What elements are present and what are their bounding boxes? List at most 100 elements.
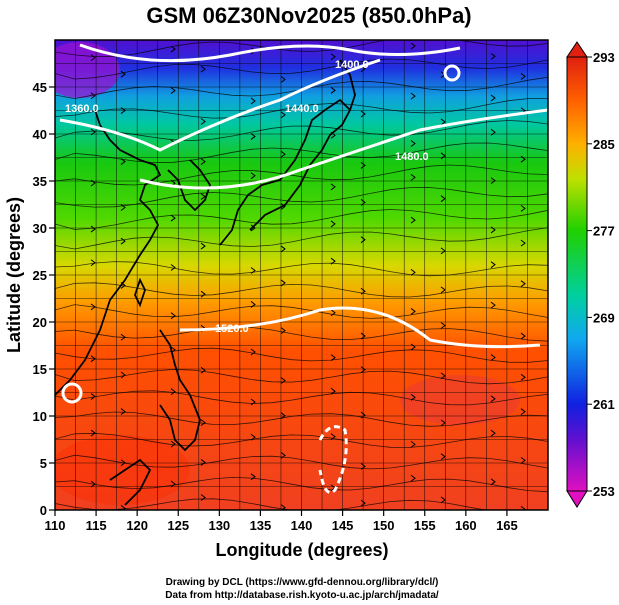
streamline bbox=[55, 164, 548, 186]
streamline-arrow bbox=[250, 473, 256, 481]
y-tick-label: 10 bbox=[33, 409, 47, 424]
coastline-korea bbox=[167, 159, 211, 212]
y-tick-label: 40 bbox=[33, 127, 47, 142]
y-axis-ticks: 0 5 10 15 20 25 30 35 40 45 bbox=[33, 80, 55, 518]
streamline-arrow bbox=[280, 412, 286, 420]
contour-label: 1400.0 bbox=[335, 59, 369, 71]
streamline bbox=[55, 369, 548, 385]
streamline-arrow bbox=[440, 247, 446, 255]
streamline-arrow bbox=[490, 261, 496, 269]
x-tick-label: 130 bbox=[208, 518, 230, 533]
streamline-arrow bbox=[520, 155, 526, 163]
streamline-arrow bbox=[520, 73, 526, 80]
streamline-arrow bbox=[280, 327, 286, 334]
colorbar-tick-label: 269 bbox=[593, 310, 615, 325]
warm-pocket-east bbox=[400, 375, 520, 425]
y-tick-label: 25 bbox=[33, 268, 47, 283]
colorbar-gradient bbox=[566, 56, 588, 492]
coastline-philippines bbox=[159, 329, 201, 452]
streamline-arrow bbox=[200, 290, 206, 298]
streamline-arrow bbox=[90, 225, 96, 233]
y-tick-label: 45 bbox=[33, 80, 47, 95]
streamline-arrow bbox=[440, 322, 446, 329]
colorbar-bottom-arrow bbox=[566, 490, 588, 508]
colorbar-tick-label: 261 bbox=[593, 397, 615, 412]
streamline-arrow bbox=[280, 150, 286, 158]
streamline bbox=[55, 326, 548, 342]
streamline-arrow bbox=[280, 203, 286, 210]
colorbar: 253 261 269 277 285 293 bbox=[566, 41, 615, 508]
contour-label: 1520.0 bbox=[215, 323, 249, 335]
streamline-arrow bbox=[520, 332, 526, 340]
streamline-arrow bbox=[200, 419, 206, 426]
streamline bbox=[55, 411, 548, 427]
x-tick-label: 110 bbox=[45, 518, 66, 533]
contour-1520 bbox=[179, 306, 541, 349]
cold-pocket-nw bbox=[55, 42, 120, 98]
streamline-arrow bbox=[90, 303, 96, 311]
streamline-arrow bbox=[520, 457, 526, 464]
streamline-arrow bbox=[410, 173, 416, 181]
colorbar-top-arrow bbox=[566, 41, 588, 58]
y-tick-label: 20 bbox=[33, 315, 47, 330]
streamline-arrow bbox=[520, 408, 526, 416]
streamline-arrow bbox=[490, 395, 496, 403]
streamline-arrow bbox=[120, 204, 126, 211]
contour-1480 bbox=[139, 108, 548, 190]
streamline-arrow bbox=[410, 216, 416, 224]
streamline-arrow bbox=[170, 440, 176, 448]
streamline-arrow bbox=[330, 433, 336, 440]
streamline-arrow bbox=[490, 478, 496, 486]
streamline-arrow bbox=[360, 161, 366, 169]
grid-lines bbox=[55, 40, 548, 510]
streamline-arrow bbox=[490, 128, 496, 136]
x-tick-label: 165 bbox=[496, 518, 518, 533]
streamline-arrow bbox=[280, 111, 286, 119]
streamline-arrow bbox=[120, 70, 126, 78]
streamline bbox=[55, 142, 548, 164]
streamline-arrow bbox=[490, 52, 496, 60]
streamline-arrow bbox=[200, 366, 206, 374]
streamline-arrow bbox=[90, 393, 96, 400]
x-tick-label: 145 bbox=[332, 518, 354, 533]
streamline-arrow bbox=[250, 398, 256, 406]
contour-1440 bbox=[59, 58, 381, 152]
streamline-arrow bbox=[330, 309, 336, 317]
contour-label: 1440.0 bbox=[285, 103, 319, 115]
streamline-arrow bbox=[490, 177, 496, 185]
y-tick-label: 30 bbox=[33, 221, 47, 236]
x-axis-label: Longitude (degrees) bbox=[215, 540, 388, 560]
streamline-arrow bbox=[120, 237, 126, 245]
streamline-arrow bbox=[410, 92, 416, 100]
streamline-arrow bbox=[330, 86, 336, 94]
streamline-arrow bbox=[360, 110, 366, 118]
y-tick-label: 35 bbox=[33, 174, 47, 189]
y-tick-label: 15 bbox=[33, 362, 47, 377]
x-tick-label: 155 bbox=[414, 518, 436, 533]
streamline-arrow bbox=[360, 198, 366, 206]
streamline-arrow bbox=[250, 224, 256, 232]
streamline-arrow bbox=[200, 65, 206, 73]
streamline-arrow bbox=[170, 388, 176, 396]
streamline-arrow bbox=[170, 214, 176, 222]
streamline-arrow bbox=[170, 264, 176, 271]
streamline bbox=[55, 120, 548, 141]
streamline-arrow bbox=[360, 332, 366, 340]
streamline-arrow bbox=[360, 366, 366, 374]
streamline-arrow bbox=[280, 76, 286, 83]
streamline-arrow bbox=[410, 308, 416, 315]
colorbar-tick-label: 285 bbox=[593, 137, 615, 152]
streamline-arrow bbox=[410, 441, 416, 448]
streamlines bbox=[55, 40, 548, 510]
streamline-arrow bbox=[360, 463, 366, 470]
x-tick-label: 125 bbox=[167, 518, 189, 533]
y-tick-label: 0 bbox=[40, 503, 47, 518]
streamline-arrow bbox=[250, 97, 256, 105]
y-axis-label: Latitude (degrees) bbox=[4, 197, 24, 353]
x-tick-label: 150 bbox=[373, 518, 395, 533]
x-axis-ticks: 110 115 120 125 130 135 140 145 150 155 160 165 bbox=[45, 510, 518, 533]
streamline-arrow bbox=[520, 373, 526, 381]
streamline-arrow bbox=[200, 193, 206, 200]
credit-drawing: Drawing by DCL (https://www.gfd-dennou.o… bbox=[166, 577, 439, 588]
